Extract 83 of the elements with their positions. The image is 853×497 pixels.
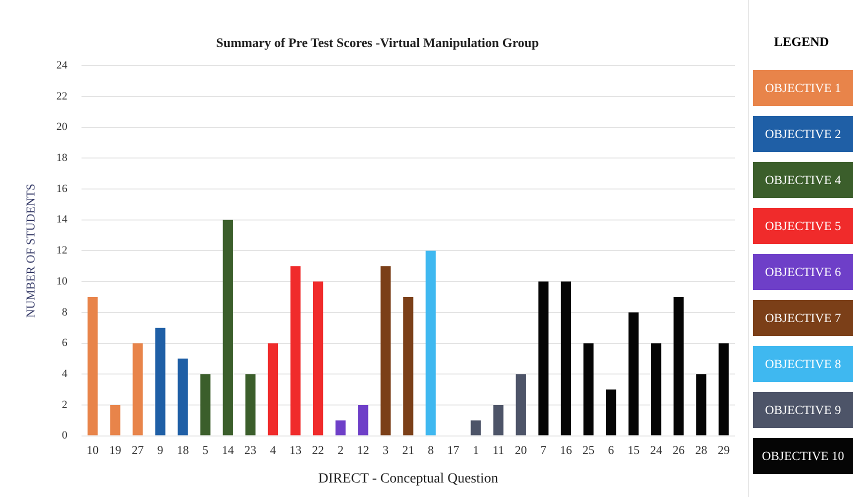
x-tick-label: 26: [672, 443, 685, 458]
x-tick-label: 9: [157, 443, 164, 458]
bar: [268, 343, 278, 436]
x-tick-label: 28: [695, 443, 708, 458]
text: OBJECTIVE 2: [753, 116, 853, 152]
y-tick-label: 14: [56, 214, 68, 226]
x-tick-label: 23: [244, 443, 256, 458]
bar: [493, 404, 504, 436]
bar: [222, 220, 233, 436]
y-tick-label: 12: [56, 244, 68, 257]
x-tick-label: 20: [514, 443, 527, 458]
bar: [538, 282, 548, 436]
bar: [470, 420, 481, 436]
x-tick-label: 10: [86, 443, 99, 458]
x-tick-label: 11: [492, 443, 504, 458]
x-tick-label: 7: [540, 443, 546, 458]
bar: [606, 390, 616, 436]
bar: [245, 374, 256, 436]
x-tick-label: 4: [270, 443, 276, 458]
x-axis-title: DIRECT - Conceptual Question: [318, 471, 498, 486]
bar: [380, 266, 391, 436]
text: OBJECTIVE 9: [753, 392, 853, 428]
y-tick-label: 10: [56, 275, 68, 288]
y-tick-label: 6: [62, 337, 68, 350]
bar: [110, 404, 120, 436]
x-tick-label: 13: [290, 443, 302, 458]
x-tick-label: 8: [428, 443, 434, 458]
bar: [132, 343, 143, 436]
x-tick-label: 14: [222, 443, 234, 458]
bar: [290, 266, 301, 436]
bar: [426, 250, 436, 436]
bar: [516, 374, 526, 436]
text: OBJECTIVE 1: [753, 70, 853, 106]
x-tick-label: 27: [132, 443, 144, 458]
bar: [651, 343, 662, 436]
text: OBJECTIVE 6: [753, 254, 853, 290]
x-tick-label: 18: [176, 443, 189, 458]
text: OBJECTIVE 8: [753, 346, 853, 382]
y-axis-title: NUMBER OF STUDENTS: [23, 184, 38, 318]
x-tick-label: 25: [582, 443, 595, 458]
y-tick-label: 0: [62, 430, 68, 442]
x-tick-label: 5: [202, 443, 208, 458]
y-tick-label: 2: [62, 398, 68, 411]
x-tick-label: 29: [718, 443, 730, 458]
bar: [312, 282, 324, 436]
bar: [583, 343, 594, 436]
x-tick-label: 21: [402, 443, 414, 458]
bar: [200, 374, 210, 436]
bar: [560, 282, 572, 436]
bar: [403, 296, 414, 436]
x-tick-label: 17: [447, 443, 460, 458]
text: OBJECTIVE 10: [753, 438, 853, 474]
text: OBJECTIVE 4: [753, 162, 853, 198]
x-tick-label: 19: [109, 443, 122, 458]
bar: [718, 343, 729, 436]
y-tick-label: 18: [56, 152, 68, 164]
bar: [358, 404, 368, 436]
bar: [88, 296, 98, 436]
y-tick-label: 20: [56, 121, 68, 134]
x-tick-label: 22: [312, 443, 324, 458]
y-tick-label: 16: [56, 182, 68, 195]
text: OBJECTIVE 7: [753, 300, 853, 336]
y-tick-label: 8: [62, 306, 68, 318]
legend-title: LEGEND: [773, 34, 830, 50]
y-tick-label: 22: [56, 90, 68, 102]
bar: [628, 312, 639, 436]
text: OBJECTIVE 5: [753, 208, 853, 244]
bar: [178, 358, 188, 436]
y-tick-label: 4: [62, 368, 68, 380]
x-tick-label: 6: [608, 443, 614, 458]
bar: [336, 420, 346, 436]
x-tick-label: 16: [560, 443, 572, 458]
bar: [674, 296, 684, 436]
x-tick-label: 1: [472, 443, 479, 458]
bar: [155, 328, 166, 436]
x-tick-label: 15: [628, 443, 640, 458]
y-tick-label: 24: [56, 59, 68, 72]
x-tick-label: 3: [382, 443, 389, 458]
chart-title: Summary of Pre Test Scores -Virtual Manipulation Group: [216, 35, 539, 50]
bar: [696, 374, 706, 436]
x-tick-label: 24: [650, 443, 662, 458]
x-tick-label: 12: [357, 443, 370, 458]
x-tick-label: 2: [338, 443, 344, 458]
